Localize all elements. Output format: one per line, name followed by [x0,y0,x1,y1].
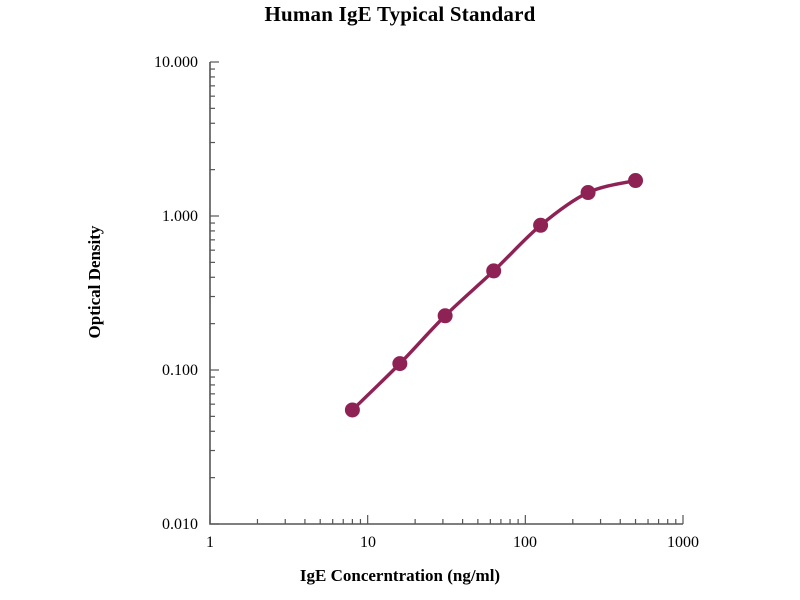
data-point [580,185,596,201]
x-axis-ticks [209,515,684,524]
axis-spines [209,62,683,525]
y-tick-label-0-01: 0.010 [162,516,198,533]
data-point [344,402,360,418]
data-point [437,308,453,324]
chart-title: Human IgE Typical Standard [264,2,536,26]
data-point [486,263,502,279]
y-tick-label-1: 1.000 [162,208,198,225]
y-tick-label-0-1: 0.100 [162,362,198,379]
y-axis-ticks [210,61,219,525]
data-series-markers [344,173,644,418]
y-axis-title: Optical Density [85,225,104,339]
x-tick-label-1: 1 [206,534,214,551]
x-tick-label-1000: 1000 [667,534,699,551]
x-tick-label-100: 100 [513,534,537,551]
data-point [392,356,408,372]
data-point [533,217,549,233]
data-series-line [350,178,638,412]
x-axis-title: IgE Concerntration (ng/ml) [299,566,501,585]
data-point [628,173,644,189]
x-tick-label-10: 10 [360,534,376,551]
y-tick-label-10: 10.000 [154,54,198,71]
